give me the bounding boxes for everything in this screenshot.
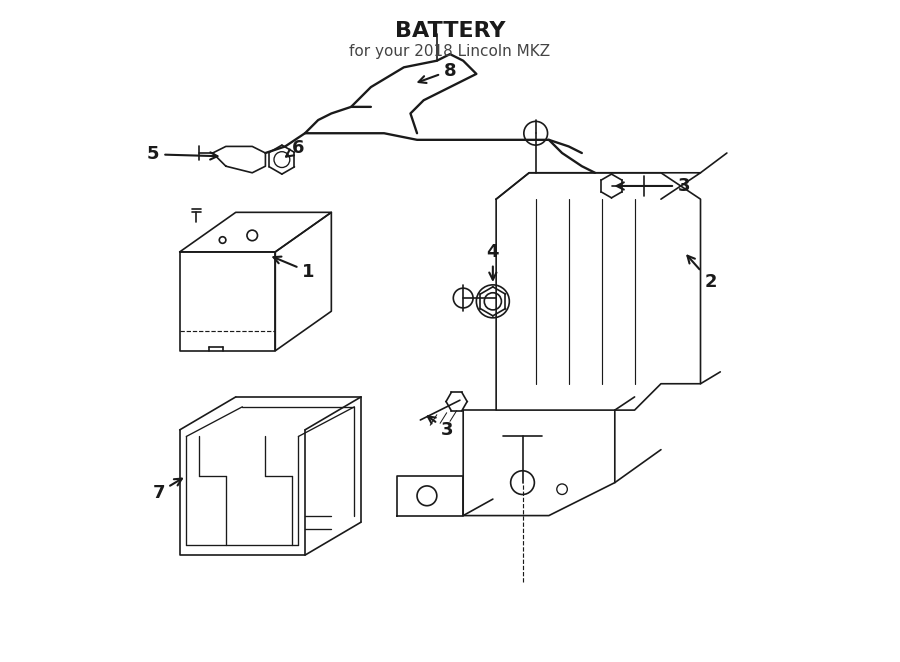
Text: 2: 2 [688, 256, 716, 291]
Text: BATTERY: BATTERY [395, 21, 505, 41]
Text: 3: 3 [616, 177, 690, 195]
Text: for your 2018 Lincoln MKZ: for your 2018 Lincoln MKZ [349, 44, 551, 59]
Text: 6: 6 [286, 139, 304, 157]
Text: 4: 4 [487, 243, 500, 280]
Text: 5: 5 [147, 146, 218, 164]
Text: 7: 7 [152, 479, 182, 502]
Text: 3: 3 [428, 416, 453, 439]
Text: 8: 8 [418, 62, 456, 83]
Text: 1: 1 [274, 257, 314, 281]
